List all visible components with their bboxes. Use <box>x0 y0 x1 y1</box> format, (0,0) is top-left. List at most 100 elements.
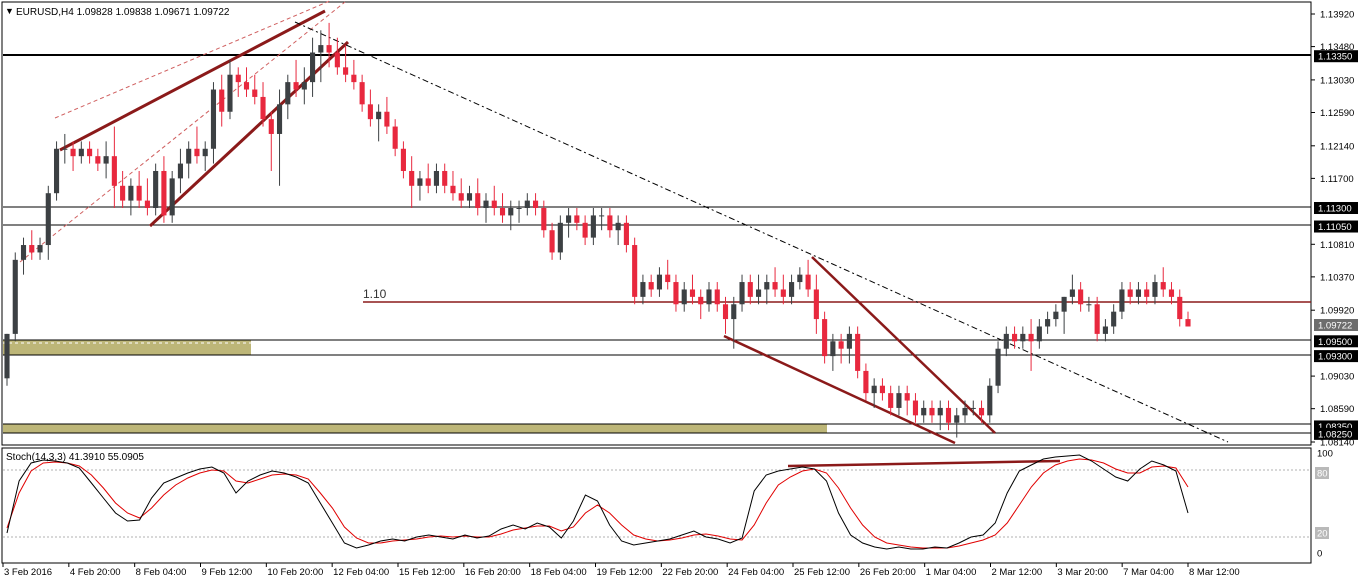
candle-body <box>615 222 621 231</box>
candle-body <box>945 407 952 423</box>
candle-body <box>351 74 357 83</box>
candle-body <box>1045 319 1051 327</box>
candle-body <box>755 289 762 297</box>
candle-body <box>301 82 307 90</box>
stoch-main-line <box>6 454 1189 550</box>
candle-body <box>508 208 514 216</box>
candle-body <box>1135 289 1142 297</box>
candle-body <box>136 185 142 201</box>
candle-body <box>780 289 786 297</box>
candle-body <box>937 407 943 416</box>
channel-dashed-lower <box>19 1 346 263</box>
candle-body <box>1152 282 1158 297</box>
candle-body <box>243 82 250 90</box>
candle-body <box>706 289 712 305</box>
candle-body <box>194 148 200 157</box>
candle-body <box>1069 289 1075 297</box>
candle-body <box>1078 289 1084 305</box>
chart-collapse-icon[interactable]: ▼ <box>5 6 14 16</box>
candle-body <box>1144 289 1150 297</box>
candle-body <box>722 304 729 320</box>
candle-body <box>599 215 605 217</box>
candle-body <box>1003 333 1009 349</box>
candle-body <box>516 208 522 210</box>
price-tag-box <box>1314 335 1358 348</box>
price-tick-label: 1.13920 <box>1320 10 1354 21</box>
candle-body <box>318 45 324 53</box>
candle-body <box>111 156 117 186</box>
falling-wedge-lower <box>723 334 956 445</box>
candle-body <box>1036 326 1042 342</box>
candle-body <box>566 215 572 223</box>
candle-body <box>632 245 638 297</box>
price-tag-box <box>1314 220 1358 233</box>
candle-body <box>359 82 365 105</box>
candle-body <box>797 274 803 283</box>
candle-body <box>995 348 1001 386</box>
price-tick-label: 1.10370 <box>1320 272 1354 283</box>
time-tick-label: 1 Mar 04:00 <box>926 567 977 578</box>
candle-body <box>731 304 737 320</box>
candle-body <box>219 89 225 112</box>
candle-body <box>169 178 175 216</box>
candle-body <box>879 385 885 394</box>
stoch-level-tag <box>1315 527 1329 539</box>
candle-body <box>384 111 390 127</box>
fib-level-label: 1.10 <box>363 287 387 301</box>
candle-body <box>1012 333 1018 342</box>
candle-body <box>409 170 415 186</box>
candle-body <box>161 170 167 216</box>
time-tick-label: 3 Feb 2016 <box>4 567 52 578</box>
candle-body <box>285 82 291 105</box>
candle-body <box>153 170 159 209</box>
candle-body <box>458 193 464 201</box>
stoch-axis: 100 80 20 0 <box>1315 449 1333 560</box>
time-tick-label: 3 Mar 20:00 <box>1057 567 1108 578</box>
price-tick-label: 1.10810 <box>1320 240 1354 251</box>
candle-body <box>855 333 861 371</box>
candle-body <box>260 96 266 120</box>
candle-body <box>4 333 10 379</box>
price-tag-box <box>1314 202 1358 215</box>
candle-body <box>987 385 993 416</box>
time-tick-label: 8 Mar 12:00 <box>1189 567 1240 578</box>
candle-body <box>582 222 588 238</box>
candle-body <box>896 393 902 408</box>
time-tick-label: 24 Feb 04:00 <box>728 567 784 578</box>
candle-body <box>698 296 704 305</box>
candle-body <box>450 185 456 194</box>
price-tag-box <box>1314 350 1358 363</box>
candle-body <box>326 45 332 53</box>
time-tick-label: 26 Feb 20:00 <box>860 567 916 578</box>
candle-body <box>557 222 563 253</box>
candle-body <box>483 200 489 209</box>
time-tick-label: 15 Feb 12:00 <box>399 567 455 578</box>
candle-body <box>144 200 150 209</box>
candlestick-series <box>4 22 1191 438</box>
candle-body <box>805 274 811 290</box>
time-tick-label: 9 Feb 12:00 <box>202 567 253 578</box>
candle-body <box>665 274 671 283</box>
candle-body <box>343 67 349 75</box>
time-tick-label: 22 Feb 20:00 <box>662 567 718 578</box>
candle-body <box>1119 289 1125 312</box>
candle-body <box>177 163 183 179</box>
falling-wedge-upper <box>811 256 996 434</box>
candle-body <box>103 156 109 164</box>
candle-body <box>235 74 241 83</box>
candle-body <box>962 407 968 416</box>
candle-body <box>268 119 274 134</box>
candle-body <box>475 193 481 209</box>
candle-body <box>78 148 84 157</box>
stoch-divergence-line <box>787 459 1061 468</box>
candle-body <box>202 148 208 157</box>
zone-2-0835 <box>3 424 827 433</box>
stoch-tick-label: 20 <box>1317 529 1328 540</box>
candle-body <box>640 282 646 297</box>
stoch-signal-line <box>6 458 1189 549</box>
candle-body <box>813 289 819 320</box>
candle-body <box>607 215 613 231</box>
stoch-tick-label: 80 <box>1317 469 1328 480</box>
